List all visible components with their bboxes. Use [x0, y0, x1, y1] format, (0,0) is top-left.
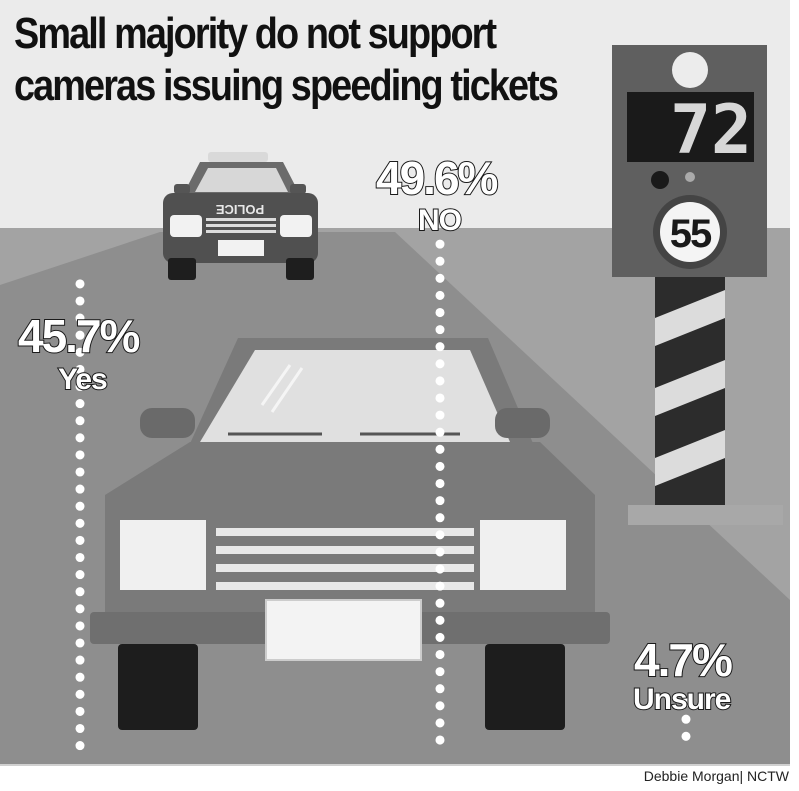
- police-car: POLICE: [163, 152, 318, 280]
- speed-camera: 72 55: [612, 45, 783, 525]
- category-label-unsure: Unsure: [632, 683, 732, 716]
- value-label-yes: 45.7%: [17, 310, 141, 362]
- speed-limit-number: 55: [670, 212, 712, 256]
- title-line-1: Small majority do not support: [14, 9, 497, 58]
- value-bars: [75, 239, 691, 755]
- title-line-2: cameras issuing speeding tickets: [14, 61, 559, 110]
- category-label-no: NO: [417, 204, 463, 237]
- radar-display: 72: [670, 91, 752, 170]
- value-label-no: 49.6%: [375, 152, 499, 204]
- chart-title: Small majority do not support cameras is…: [14, 8, 559, 112]
- foreground-car: [90, 338, 610, 730]
- credit-line: Debbie Morgan| NCTW: [643, 768, 789, 784]
- value-label-unsure: 4.7%: [633, 634, 734, 686]
- category-label-yes: Yes: [57, 363, 109, 396]
- police-text: POLICE: [215, 202, 264, 217]
